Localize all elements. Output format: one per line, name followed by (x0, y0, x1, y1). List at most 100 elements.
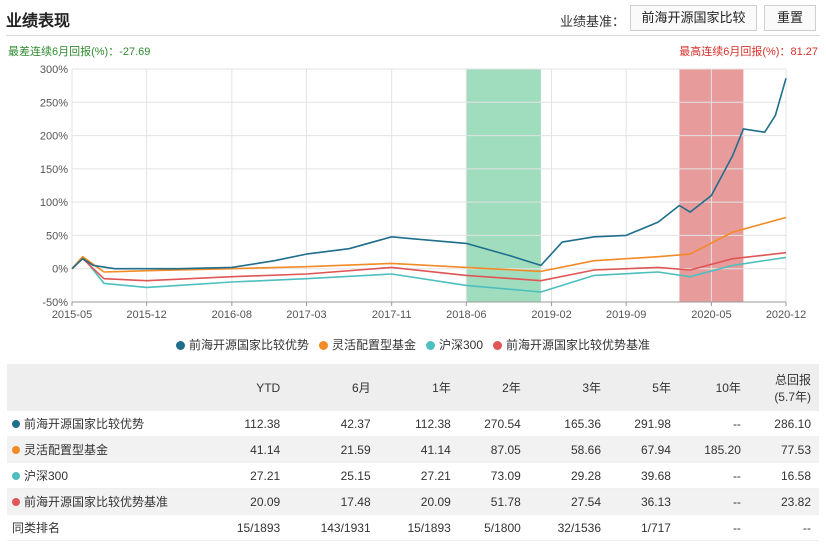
x-tick-label: 2018-06 (446, 309, 486, 321)
row-marker (12, 446, 20, 454)
table-header-name (7, 364, 208, 411)
table-cell: 286.10 (748, 411, 819, 437)
worst-6m-return: 最差连续6月回报(%)：-27.69 (8, 46, 151, 58)
total-label: 总回报 (774, 372, 811, 387)
table-header-2y: 2年 (458, 364, 529, 411)
series-line (71, 216, 787, 273)
row-marker (12, 420, 20, 428)
legend-label: 沪深300 (438, 338, 484, 352)
table-cell: 32/1536 (528, 514, 609, 541)
y-tick-label: 300% (40, 64, 68, 76)
table-header-5y: 5年 (609, 364, 679, 411)
row-name-cell: 前海开源国家比较优势基准 (7, 488, 208, 515)
table-cell: 41.14 (378, 436, 459, 463)
x-tick-label: 2015-05 (52, 309, 92, 321)
legend-item[interactable]: 前海开源国家比较优势基准 (493, 336, 650, 353)
header-divider (6, 35, 820, 36)
table-cell: 270.54 (458, 411, 529, 437)
y-tick-label: 100% (40, 197, 68, 209)
table-cell: 17.48 (288, 488, 379, 515)
best-6m-return: 最高连续6月回报(%)：81.27 (679, 46, 818, 58)
x-tick-label: 2017-11 (372, 309, 412, 321)
total-period-label: (5.7年) (774, 389, 811, 404)
table-header-3y: 3年 (528, 364, 609, 411)
y-tick-label: 150% (40, 164, 68, 176)
row-name-cell: 同类排名 (7, 514, 208, 541)
table-cell: 27.54 (528, 488, 609, 515)
chart-legend: 前海开源国家比较优势 灵活配置型基金 沪深300 前海开源国家比较优势基准 (0, 336, 826, 353)
table-cell: 291.98 (609, 411, 679, 437)
legend-marker (425, 341, 435, 350)
x-tick-label: 2016-08 (212, 309, 252, 321)
table-cell: 165.36 (528, 411, 609, 437)
table-cell: 77.53 (748, 436, 819, 463)
table-cell: 29.28 (528, 462, 609, 489)
x-tick-label: 2019-09 (606, 309, 646, 321)
table-cell: 16.58 (748, 462, 819, 489)
row-name-cell: 沪深300 (7, 462, 208, 489)
table-cell: -- (678, 462, 749, 489)
reset-button[interactable]: 重置 (764, 5, 816, 31)
series-line (71, 78, 787, 270)
legend-label: 灵活配置型基金 (331, 338, 416, 352)
table-cell: 1/717 (609, 514, 679, 541)
row-name: 前海开源国家比较优势 (24, 417, 145, 431)
table-cell: 27.21 (378, 462, 459, 489)
table-cell: 23.82 (748, 488, 819, 515)
table-cell: -- (748, 514, 819, 541)
table-cell: 5/1800 (458, 514, 529, 541)
table-cell: 25.15 (288, 462, 379, 489)
table-cell: 36.13 (609, 488, 679, 515)
x-tick-label: 2017-03 (286, 309, 326, 321)
table-cell: 143/1931 (288, 514, 379, 541)
legend-item[interactable]: 灵活配置型基金 (318, 336, 416, 353)
legend-item[interactable]: 前海开源国家比较优势 (175, 336, 309, 353)
performance-chart: 300% 250% 200% 150% 100% 50% 0% -50%2015-05 2015… (40, 64, 806, 321)
x-tick-label: 2019-02 (531, 309, 571, 321)
panel-title: 业绩表现 (6, 13, 71, 30)
table-cell: 20.09 (378, 488, 459, 515)
table-header-row: YTD 6月 1年 2年 3年 5年 10年 总回报 (5.7年) (7, 364, 819, 411)
table-cell: 112.38 (378, 411, 459, 437)
y-tick-label: 50% (46, 230, 68, 242)
legend-marker (493, 341, 503, 350)
table-cell: 58.66 (528, 436, 609, 463)
table-cell: 27.21 (208, 462, 289, 489)
x-tick-label: 2015-12 (126, 309, 166, 321)
legend-marker (318, 341, 328, 350)
table-header-ytd: YTD (208, 364, 289, 411)
row-name: 前海开源国家比较优势基准 (24, 495, 169, 509)
legend-label: 前海开源国家比较优势基准 (506, 338, 651, 352)
table-cell: 73.09 (458, 462, 529, 489)
table-header-10y: 10年 (678, 364, 749, 411)
y-tick-label: 200% (40, 131, 68, 143)
table-row: 沪深300 27.21 25.15 27.21 73.09 29.28 39.68 -- 16.… (7, 462, 819, 489)
table-header-6m: 6月 (288, 364, 379, 411)
table-cell: 42.37 (288, 411, 379, 437)
table-cell: 15/1893 (208, 514, 289, 541)
series-line (71, 255, 787, 293)
y-tick-label: 0% (52, 264, 68, 276)
table-cell: 185.20 (678, 436, 749, 463)
row-name: 沪深300 (24, 469, 69, 483)
worst_6m-band (466, 69, 541, 302)
table-cell: 21.59 (288, 436, 379, 463)
legend-item[interactable]: 沪深300 (425, 336, 484, 353)
row-name: 同类排名 (12, 521, 61, 535)
table-row: 同类排名 15/1893 143/1931 15/1893 5/1800 32/1536 1… (7, 514, 819, 541)
table-cell: -- (678, 411, 749, 437)
table-cell: 51.78 (458, 488, 529, 515)
table-header-total: 总回报 (5.7年) (748, 364, 819, 411)
row-marker (12, 472, 20, 480)
row-name-cell: 灵活配置型基金 (7, 436, 208, 463)
benchmark-select[interactable]: 前海开源国家比较 (630, 5, 757, 31)
table-cell: 15/1893 (378, 514, 459, 541)
x-tick-label: 2020-12 (766, 309, 806, 321)
table-row: 前海开源国家比较优势基准 20.09 17.48 20.09 51.78 27.54 36.… (7, 488, 819, 515)
series-line (71, 251, 787, 282)
table-cell: 41.14 (208, 436, 289, 463)
row-name: 灵活配置型基金 (24, 443, 109, 457)
legend-label: 前海开源国家比较优势 (188, 338, 309, 352)
performance-table: YTD 6月 1年 2年 3年 5年 10年 总回报 (5.7年) 前海开源国家比… (7, 364, 819, 541)
legend-marker (175, 341, 185, 350)
